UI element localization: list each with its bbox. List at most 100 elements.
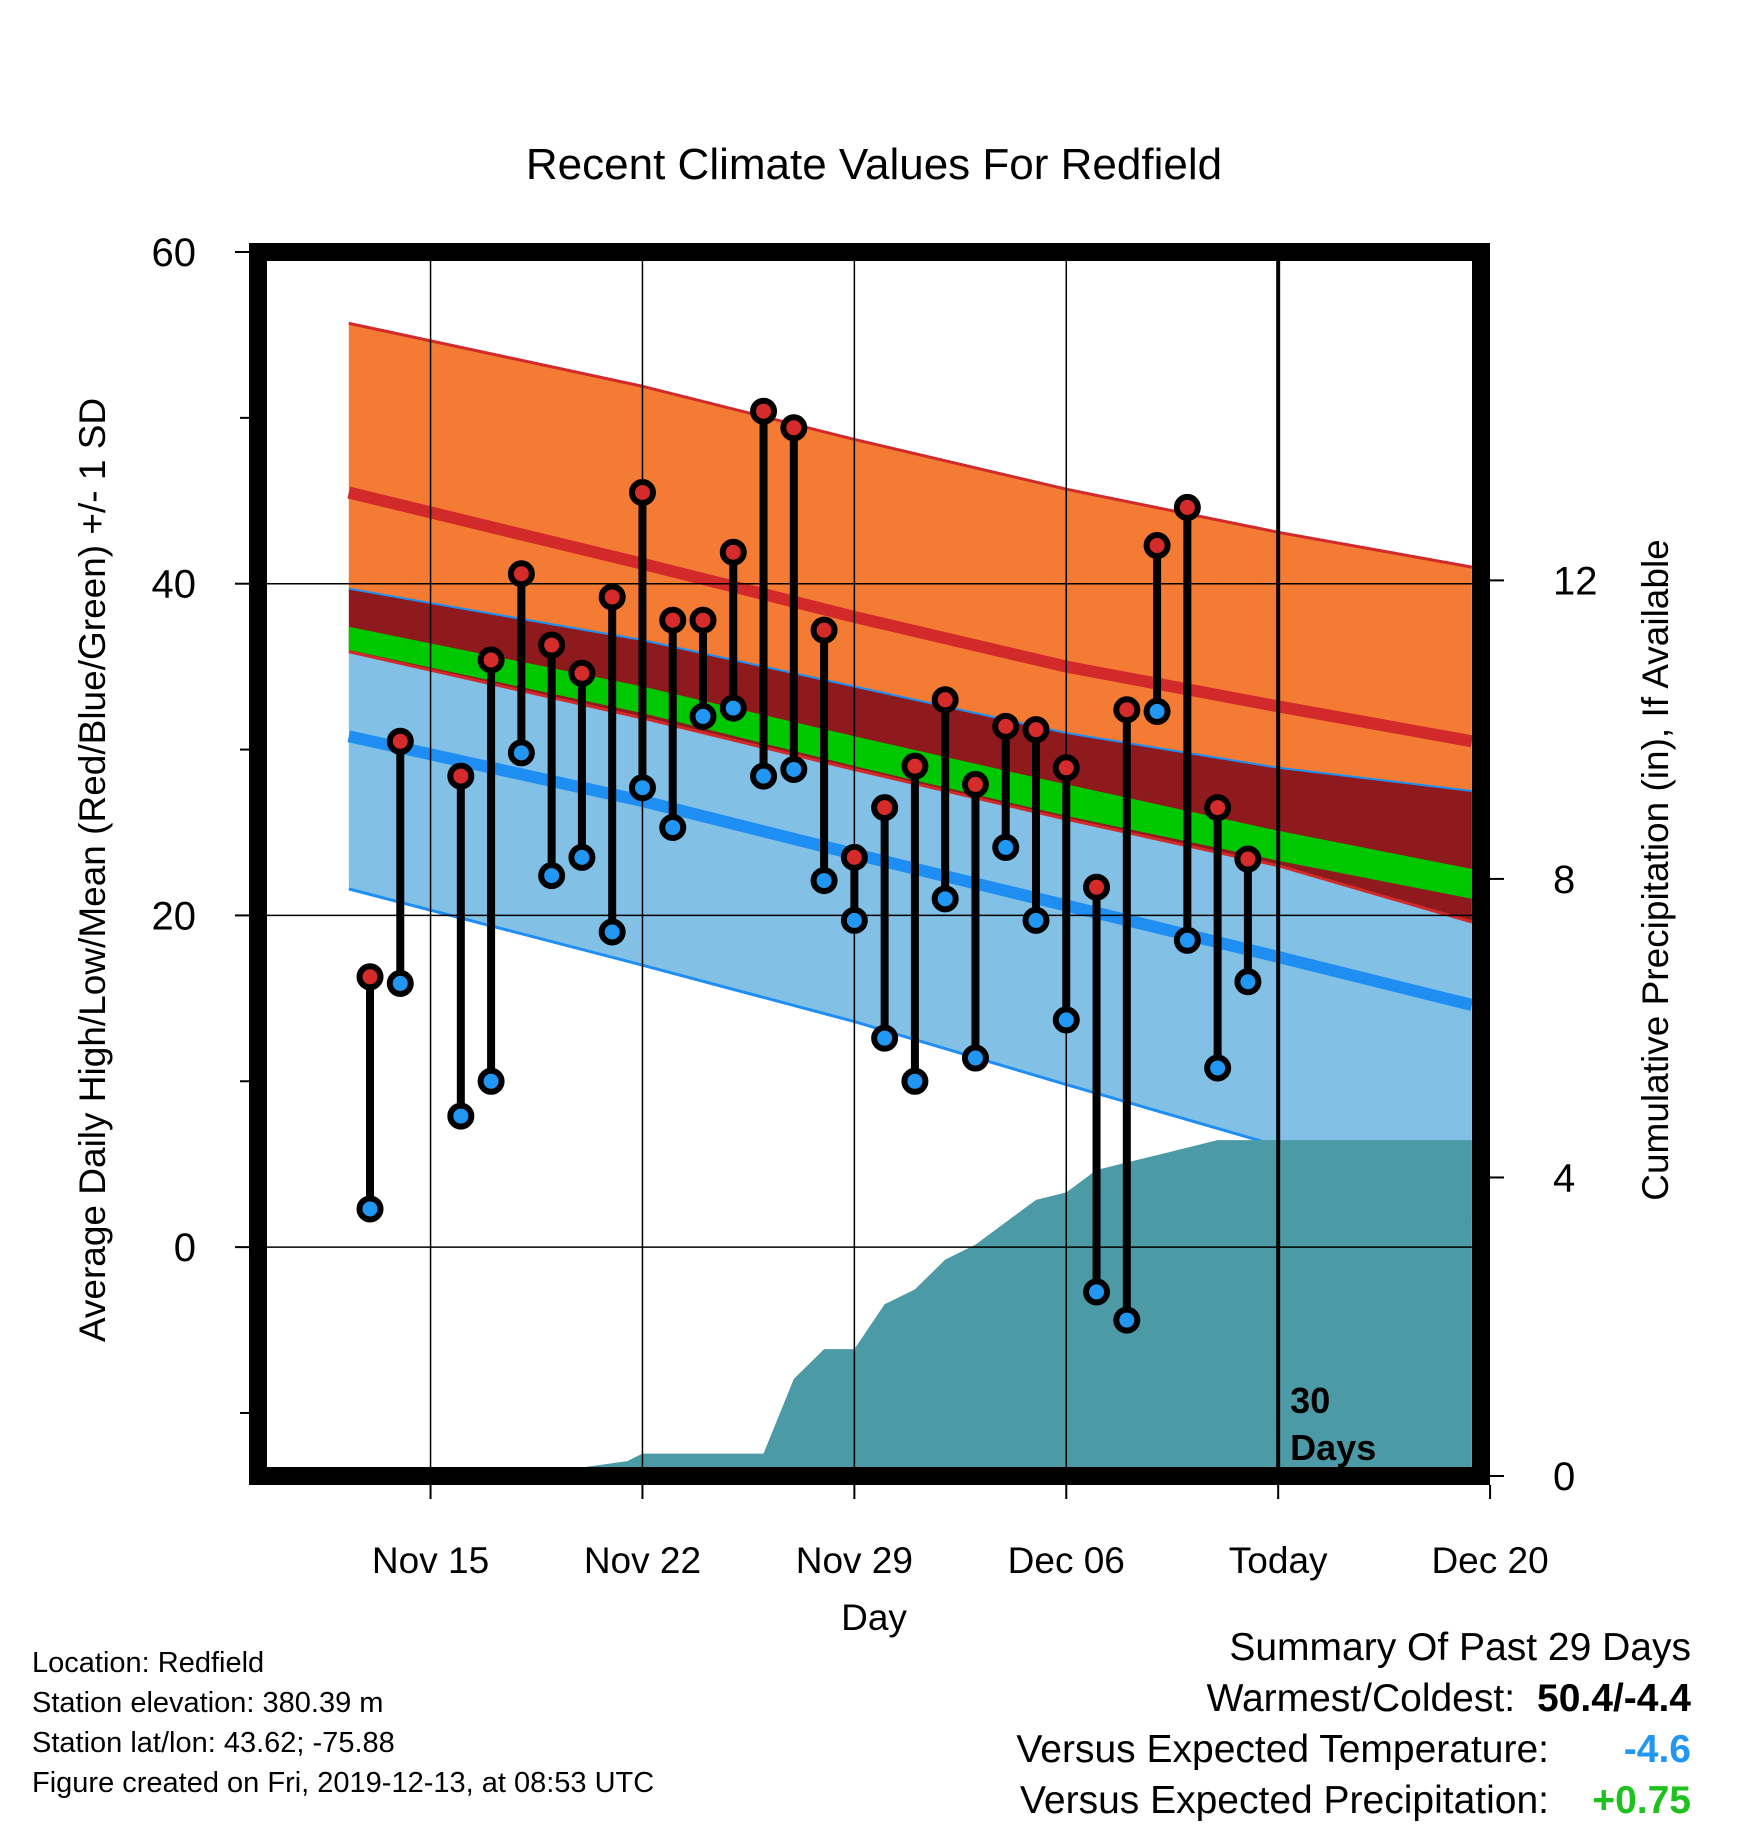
daily-high-point: [1083, 873, 1111, 901]
daily-low-point: [628, 774, 656, 802]
daily-high-point: [931, 686, 959, 714]
daily-low-point: [840, 906, 868, 934]
y-tick-label: 20: [152, 894, 197, 938]
y-axis-label: Average Daily High/Low/Mean (Red/Blue/Gr…: [72, 398, 113, 1342]
y-tick-label: 60: [152, 231, 197, 275]
daily-high-point: [810, 616, 838, 644]
daily-low-point: [871, 1024, 899, 1052]
normal-high-line: [347, 486, 1473, 748]
daily-high-point: [507, 560, 535, 588]
daily-low-point: [992, 833, 1020, 861]
daily-high-point: [447, 762, 475, 790]
station-info: Location: Redfield Station elevation: 38…: [32, 1643, 654, 1803]
daily-high-point: [1234, 845, 1262, 873]
summary-heading: Summary Of Past 29 Days: [1229, 1626, 1691, 1669]
daily-low-point: [810, 867, 838, 895]
high-lower-line: [348, 587, 1473, 792]
precip-area: [348, 1140, 1472, 1476]
y-tick-label: 40: [152, 563, 197, 607]
daily-high-point: [1173, 493, 1201, 521]
daily-high-point: [1113, 696, 1141, 724]
daily-high-point: [689, 606, 717, 634]
daily-high-point: [356, 963, 384, 991]
x-tick-label: Dec 06: [1008, 1540, 1125, 1581]
daily-low-point: [507, 739, 535, 767]
daily-low-point: [1022, 906, 1050, 934]
daily-high-point: [780, 414, 808, 442]
daily-low-point: [931, 885, 959, 913]
daily-low-point: [386, 969, 414, 997]
daily-low-point: [1113, 1306, 1141, 1334]
x-tick-label: Today: [1229, 1540, 1328, 1581]
daily-high-point: [719, 538, 747, 566]
normal-low-line: [347, 730, 1474, 1011]
x-tick-label: Nov 29: [796, 1540, 913, 1581]
x-tick-label: Nov 22: [584, 1540, 701, 1581]
y2-tick-label: 0: [1553, 1455, 1575, 1499]
daily-high-point: [538, 631, 566, 659]
daily-low-point: [961, 1044, 989, 1072]
daily-low-point: [1143, 697, 1171, 725]
daily-low-point: [538, 862, 566, 890]
daily-low-point: [356, 1195, 384, 1223]
daily-low-point: [659, 814, 687, 842]
daily-low-point: [901, 1067, 929, 1095]
daily-high-point: [568, 659, 596, 687]
daily-low-point: [477, 1067, 505, 1095]
daily-high-point: [901, 752, 929, 780]
today-window-label: 30: [1290, 1380, 1330, 1421]
precip-departure-row: Versus Expected Precipitation: +0.75: [1016, 1775, 1691, 1826]
precip-departure-value: +0.75: [1592, 1779, 1691, 1822]
daily-high-point: [1204, 794, 1232, 822]
high-upper-line: [348, 321, 1473, 569]
plot-frame: [249, 243, 1490, 1485]
today-window-label: Days: [1290, 1427, 1376, 1468]
x-tick-label: Nov 15: [372, 1540, 489, 1581]
x-tick-label: Dec 20: [1431, 1540, 1548, 1581]
daily-high-point: [1052, 754, 1080, 782]
y-tick-label: 0: [174, 1226, 196, 1270]
warmest-coldest-value: 50.4/-4.4: [1537, 1677, 1691, 1720]
daily-low-point: [1234, 968, 1262, 996]
daily-low-point: [719, 694, 747, 722]
daily-high-point: [598, 583, 626, 611]
elevation-text: Station elevation: 380.39 m: [32, 1687, 384, 1719]
y2-tick-label: 4: [1553, 1156, 1575, 1200]
daily-high-point: [992, 712, 1020, 740]
y2-tick-label: 12: [1553, 559, 1598, 603]
daily-high-point: [477, 646, 505, 674]
daily-low-point: [689, 702, 717, 730]
daily-low-point: [1173, 926, 1201, 954]
daily-high-point: [628, 478, 656, 506]
temp-departure-value: -4.6: [1623, 1728, 1691, 1771]
latlon-text: Station lat/lon: 43.62; -75.88: [32, 1727, 395, 1759]
plot-area: 0 20 40 60 0 4 8 12 Nov 15 Nov 22 Nov 29 Dec 06 Toda…: [152, 231, 1598, 1581]
daily-high-point: [750, 397, 778, 425]
daily-high-point: [386, 727, 414, 755]
daily-high-point: [961, 770, 989, 798]
daily-high-point: [840, 843, 868, 871]
daily-low-point: [447, 1102, 475, 1130]
daily-high-point: [1143, 532, 1171, 560]
daily-high-point: [1022, 716, 1050, 744]
chart-title: Recent Climate Values For Redfield: [526, 140, 1222, 189]
low-upper-line: [348, 650, 1473, 924]
created-text: Figure created on Fri, 2019-12-13, at 08…: [32, 1767, 655, 1799]
daily-low-point: [1083, 1278, 1111, 1306]
daily-high-point: [659, 606, 687, 634]
y2-tick-label: 8: [1553, 858, 1575, 902]
location-text: Location: Redfield: [32, 1647, 265, 1679]
precip-departure-label: Versus Expected Precipitation:: [1020, 1779, 1549, 1822]
temp-departure-row: Versus Expected Temperature: -4.6: [1016, 1724, 1691, 1775]
daily-low-point: [750, 762, 778, 790]
daily-high-point: [871, 794, 899, 822]
daily-low-point: [780, 755, 808, 783]
temp-departure-label: Versus Expected Temperature:: [1016, 1728, 1549, 1771]
daily-low-point: [1052, 1006, 1080, 1034]
warmest-coldest-row: Warmest/Coldest: 50.4/-4.4: [1016, 1673, 1691, 1724]
x-axis-label: Day: [841, 1597, 907, 1638]
daily-low-point: [568, 843, 596, 871]
daily-low-point: [1204, 1054, 1232, 1082]
daily-low-point: [598, 918, 626, 946]
